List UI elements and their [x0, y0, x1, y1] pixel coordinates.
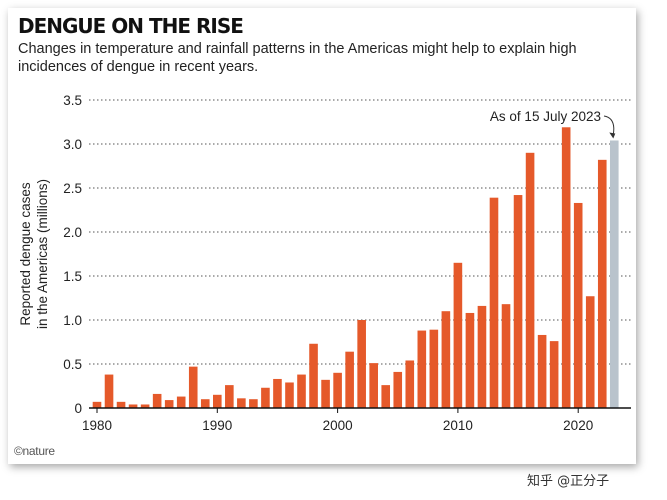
bar — [176, 396, 186, 408]
y-tick-label: 0 — [74, 401, 82, 416]
bar — [285, 382, 294, 408]
bar — [561, 127, 571, 408]
bar — [225, 385, 234, 408]
bar — [429, 329, 439, 408]
bar — [489, 197, 499, 408]
bar — [116, 401, 126, 408]
annotation-arrow — [603, 115, 615, 135]
bar — [417, 330, 427, 408]
nature-credit: ©nature — [14, 444, 55, 458]
bar — [525, 152, 535, 408]
bar — [140, 404, 150, 408]
x-tick-label: 2010 — [443, 418, 473, 433]
bar — [465, 312, 475, 408]
bar — [309, 343, 318, 408]
bar — [549, 341, 559, 408]
x-tick-label: 1980 — [82, 418, 112, 433]
chart-title: DENGUE ON THE RISE — [18, 14, 244, 38]
chart-subtitle: Changes in temperature and rainfall patt… — [18, 41, 577, 75]
bar — [477, 305, 487, 408]
y-tick-label: 2.0 — [63, 225, 82, 240]
highlight-annotation: As of 15 July 2023 — [490, 109, 601, 124]
bar — [573, 202, 583, 408]
bar — [104, 374, 114, 408]
bar — [273, 378, 282, 408]
bar — [381, 385, 391, 408]
y-tick-label: 3.0 — [63, 137, 82, 152]
bar — [164, 400, 174, 408]
bar — [213, 394, 222, 408]
bar — [92, 401, 102, 408]
bar — [537, 334, 547, 408]
bar — [357, 320, 366, 408]
bar — [405, 360, 415, 408]
bar — [597, 159, 607, 408]
bar — [345, 351, 354, 408]
bar — [501, 304, 511, 408]
x-tick-label: 1990 — [202, 418, 232, 433]
bar — [321, 379, 330, 408]
y-axis-label: Reported dengue cases — [18, 182, 33, 326]
bar — [152, 393, 162, 408]
x-tick-label: 2000 — [323, 418, 353, 433]
y-tick-label: 1.5 — [63, 269, 82, 284]
highlight-bar — [609, 140, 619, 409]
bar — [513, 195, 523, 408]
y-tick-label: 3.5 — [63, 93, 82, 108]
y-tick-label: 2.5 — [63, 181, 82, 196]
bar — [393, 371, 403, 408]
y-axis-label: in the Americas (millions) — [35, 179, 50, 329]
bar — [585, 296, 595, 408]
annotation-arrowhead — [609, 132, 616, 139]
bar — [261, 387, 270, 408]
x-tick-label: 2020 — [563, 418, 593, 433]
bar — [369, 363, 378, 408]
bar — [128, 404, 138, 408]
bar — [333, 372, 342, 408]
bar — [237, 398, 246, 408]
bar — [188, 366, 198, 408]
watermark-text: 知乎 @正分子 — [527, 474, 610, 489]
bar — [249, 399, 258, 408]
y-tick-label: 0.5 — [63, 357, 82, 372]
y-tick-label: 1.0 — [63, 313, 82, 328]
bar — [453, 262, 463, 408]
bar — [297, 374, 306, 408]
bar — [441, 311, 451, 408]
bar — [200, 399, 210, 408]
